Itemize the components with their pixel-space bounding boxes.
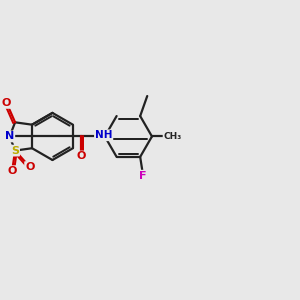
Text: NH: NH xyxy=(95,130,112,140)
Text: O: O xyxy=(77,152,86,161)
Text: CH₃: CH₃ xyxy=(164,132,182,141)
Text: O: O xyxy=(25,162,34,172)
Text: O: O xyxy=(2,98,11,108)
Text: O: O xyxy=(8,166,17,176)
Text: S: S xyxy=(11,146,19,156)
Text: N: N xyxy=(5,131,14,142)
Text: F: F xyxy=(140,171,147,181)
